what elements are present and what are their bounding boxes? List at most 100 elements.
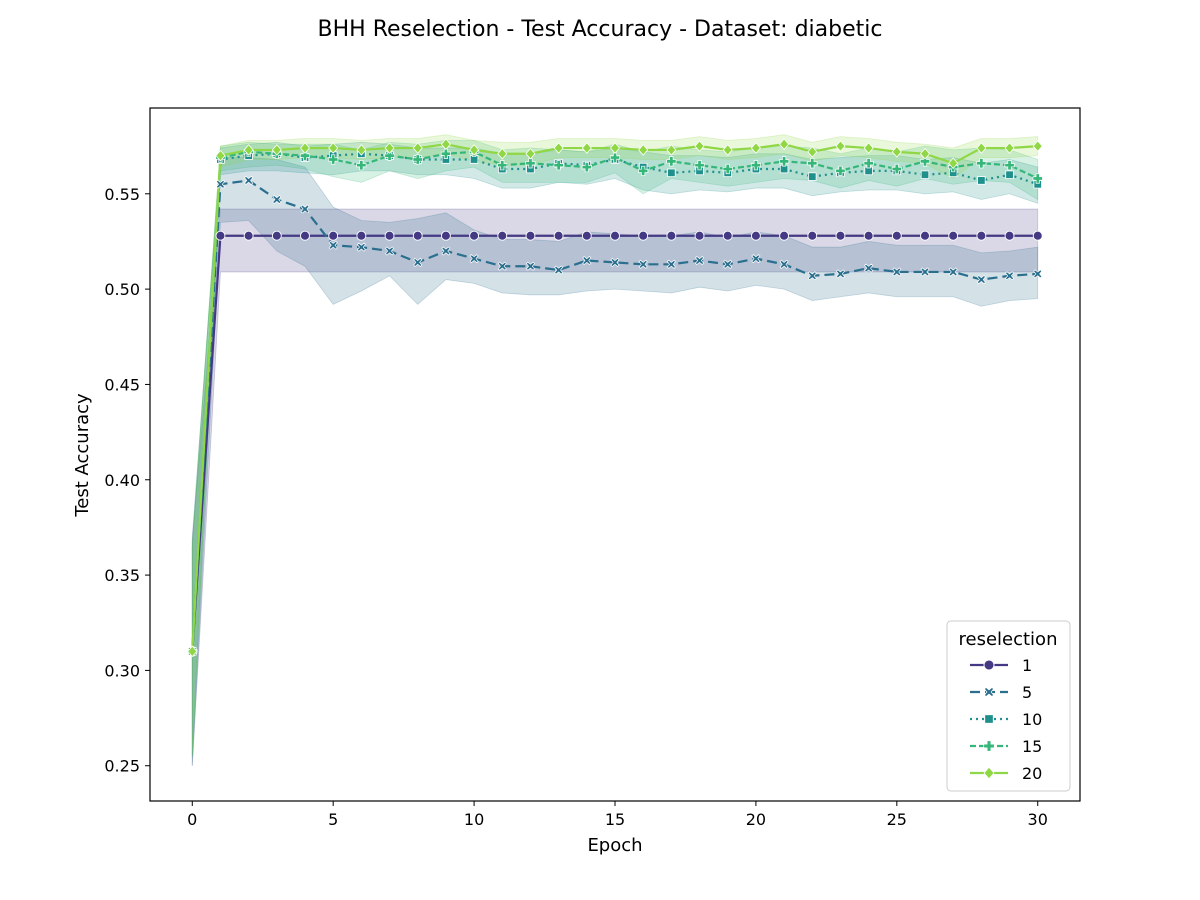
data-point-series-20: [299, 142, 311, 154]
data-point-series-20: [412, 142, 423, 154]
x-tick-label: 10: [464, 810, 484, 829]
x-axis-label: Epoch: [587, 835, 642, 856]
confidence-band-series-20: [191, 134, 1039, 757]
data-point-series-20: [215, 149, 226, 162]
legend-entry-1: 1: [970, 656, 1032, 675]
data-point-series-20: [891, 146, 902, 158]
data-point-series-20: [666, 144, 677, 156]
data-point-series-15: [694, 160, 705, 171]
legend-marker: [983, 766, 995, 780]
data-point-series-1: [215, 230, 226, 241]
data-point-series-5: [328, 240, 338, 250]
data-point-series-1: [750, 230, 761, 241]
data-point-series-1: [976, 230, 987, 241]
data-point-series-5: [695, 255, 705, 266]
data-point-series-15: [1032, 173, 1043, 184]
y-tick-label: 0.45: [104, 375, 140, 394]
data-point-series-20: [440, 138, 451, 151]
data-point-series-1: [440, 230, 451, 241]
data-point-series-20: [581, 142, 592, 154]
data-point-series-15: [1004, 160, 1015, 171]
data-point-series-15: [609, 152, 621, 163]
data-point-series-1: [581, 230, 592, 241]
data-point-series-5: [638, 259, 648, 269]
confidence-bands: [191, 134, 1039, 766]
y-tick-label: 0.30: [104, 661, 140, 680]
data-point-series-5: [497, 261, 507, 271]
data-point-series-15: [976, 158, 987, 169]
data-point-series-5: [356, 242, 366, 252]
data-point-series-15: [666, 156, 677, 167]
data-point-series-20: [722, 144, 733, 156]
legend-entry-10: 10: [970, 710, 1042, 729]
data-point-series-15: [525, 158, 536, 169]
data-point-series-20: [835, 140, 846, 152]
data-point-series-5: [610, 257, 620, 267]
legend-entry-5: 5: [970, 683, 1032, 702]
data-point-series-20: [948, 157, 959, 170]
data-point-series-20: [807, 146, 818, 158]
legend-entry-20: 20: [970, 764, 1042, 783]
chart-title: BHH Reselection - Test Accuracy - Datase…: [318, 17, 883, 42]
data-point-series-15: [497, 160, 508, 171]
data-point-series-5: [807, 271, 817, 281]
legend-marker: [983, 740, 995, 752]
data-point-series-15: [638, 165, 649, 176]
data-point-series-1: [553, 230, 564, 241]
x-tick-label: 25: [887, 810, 907, 829]
data-point-series-1: [863, 230, 874, 241]
data-point-series-1: [300, 230, 310, 241]
data-point-series-5: [215, 179, 225, 189]
data-point-series-1: [666, 230, 677, 241]
data-point-series-15: [412, 154, 423, 165]
data-point-series-1: [384, 230, 395, 241]
data-point-series-5: [554, 265, 564, 275]
data-point-series-15: [779, 156, 790, 167]
data-point-series-20: [1032, 140, 1043, 152]
data-point-series-5: [723, 259, 733, 269]
data-point-series-5: [525, 261, 535, 271]
data-point-series-10: [920, 170, 930, 179]
data-point-series-5: [300, 204, 310, 214]
data-point-series-1: [525, 230, 536, 241]
legend-box: [946, 620, 1071, 792]
data-point-series-20: [328, 142, 339, 154]
data-point-series-5: [779, 259, 789, 269]
legend-label: 10: [1022, 710, 1042, 729]
data-point-series-20: [609, 142, 621, 154]
x-tick-label: 20: [746, 810, 766, 829]
y-axis-ticks: 0.25 0.30 0.35 0.40 0.45 0.50 0.55: [104, 185, 150, 776]
data-point-series-20: [1004, 142, 1015, 154]
series-markers: [187, 138, 1043, 658]
data-point-series-1: [779, 230, 790, 241]
data-point-series-1: [497, 230, 508, 241]
data-point-series-5: [976, 275, 986, 285]
data-point-series-5: [864, 263, 874, 273]
data-point-series-5: [413, 257, 423, 267]
data-point-series-20: [919, 147, 931, 160]
data-point-series-5: [582, 255, 592, 266]
y-tick-label: 0.55: [104, 185, 140, 204]
data-point-series-20: [243, 144, 254, 156]
y-axis-label: Test Accuracy: [72, 393, 93, 518]
confidence-band-series-15: [191, 140, 1039, 757]
data-point-series-1: [412, 230, 423, 241]
data-point-series-1: [271, 230, 282, 241]
data-point-series-1: [638, 230, 649, 241]
data-point-series-15: [807, 158, 818, 169]
x-tick-label: 30: [1028, 810, 1048, 829]
data-point-series-15: [581, 162, 592, 173]
y-tick-label: 0.25: [104, 757, 140, 776]
legend-label: 20: [1022, 764, 1042, 783]
data-point-series-5: [666, 259, 676, 269]
data-point-series-15: [299, 150, 311, 161]
data-point-series-20: [356, 144, 367, 156]
x-tick-label: 0: [187, 810, 197, 829]
legend-marker: [984, 687, 994, 697]
legend-label: 15: [1022, 737, 1042, 756]
data-point-series-10: [667, 168, 676, 178]
data-point-series-1: [1004, 230, 1015, 241]
